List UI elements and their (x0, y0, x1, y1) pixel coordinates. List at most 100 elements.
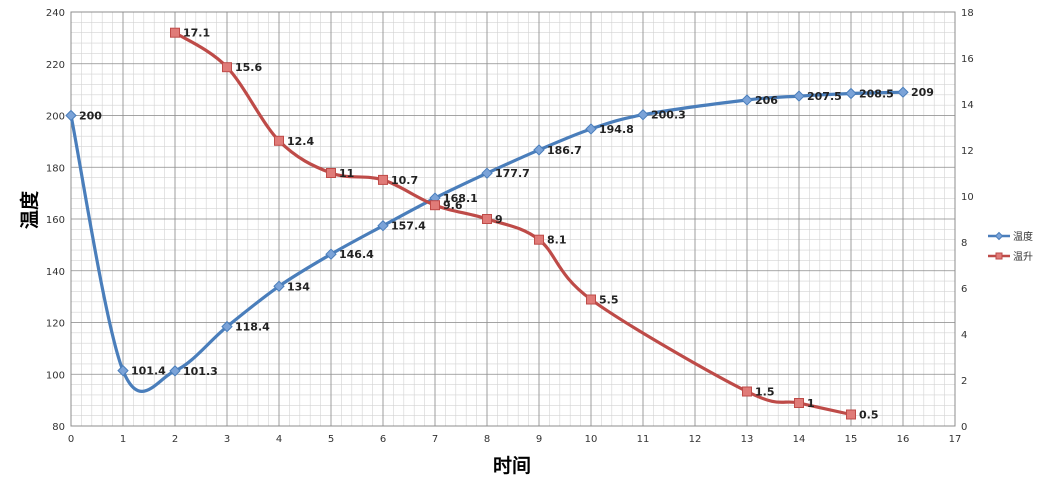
series-2-point (222, 62, 232, 73)
y2-tick-label: 16 (961, 54, 974, 65)
series-1-data-label: 206 (755, 94, 778, 107)
series-1-point (481, 167, 493, 179)
plot-area-border (70, 11, 956, 427)
series-1-point (377, 220, 389, 232)
x-tick-label: 17 (949, 434, 962, 445)
series-2-data-label: 9.6 (443, 199, 463, 212)
legend-marker-2 (995, 252, 1003, 260)
series-1-data-label: 177.7 (495, 167, 530, 180)
y2-tick-label: 8 (961, 238, 967, 249)
series-1-data-label: 209 (911, 86, 934, 99)
legend-marker-1 (994, 231, 1004, 241)
data-labels: 200 101.4 101.3 118.4 134 146.4 157.4 168.1 177.… (79, 27, 934, 422)
x-tick-label: 5 (328, 434, 334, 445)
x-tick-label: 12 (689, 434, 702, 445)
series-2-data-label: 10.7 (391, 174, 418, 187)
series-1-data-label: 157.4 (391, 220, 426, 233)
series (65, 27, 909, 420)
y-axis-title: 温度 (18, 190, 41, 229)
x-tick-label: 14 (793, 434, 806, 445)
x-tick-label: 6 (380, 434, 386, 445)
x-tick-label: 2 (172, 434, 178, 445)
series-1-point (221, 320, 233, 333)
series-1-data-label: 168.1 (443, 192, 478, 205)
series-1-point (325, 248, 337, 260)
y2-tick-label: 14 (961, 100, 974, 111)
series-2-point (378, 174, 388, 185)
legend-label-2: 温升 (1013, 251, 1033, 263)
series-1-data-label: 208.5 (859, 88, 894, 101)
series-1-point (273, 280, 285, 292)
series-2-point (586, 294, 596, 305)
series-1-data-label: 146.4 (339, 248, 374, 261)
y2-tick-label: 0 (961, 422, 967, 433)
y-tick-label: 220 (46, 60, 65, 71)
series-1-data-label: 200 (79, 110, 102, 123)
series-2-point (274, 135, 284, 146)
y-tick-label: 120 (46, 319, 65, 330)
x-axis-title: 时间 (493, 455, 531, 477)
series-2-point (534, 234, 544, 245)
series-1-data-label: 101.4 (131, 365, 166, 378)
x-tick-label: 11 (637, 434, 650, 445)
series-2-point (170, 27, 180, 38)
y-tick-label: 140 (46, 267, 65, 278)
x-tick-label: 1 (120, 434, 126, 445)
x-tick-label: 9 (536, 434, 542, 445)
y-tick-label: 80 (52, 422, 65, 433)
y-tick-label: 240 (46, 8, 65, 19)
y2-tick-label: 12 (961, 146, 974, 157)
x-tick-label: 13 (741, 434, 754, 445)
series-2-data-label: 11 (339, 167, 354, 180)
series-2-data-label: 0.5 (859, 409, 879, 422)
x-tick-label: 10 (585, 434, 598, 445)
x-tick-label: 4 (276, 434, 282, 445)
series-2-point (846, 409, 856, 420)
series-1-point (897, 86, 909, 98)
series-1-point (793, 90, 805, 102)
y2-tick-label: 18 (961, 8, 974, 19)
series-1-data-label: 194.8 (599, 123, 634, 136)
y2-tick-label: 4 (961, 330, 967, 341)
series-2-data-label: 15.6 (235, 61, 262, 74)
series-2-data-label: 5.5 (599, 294, 619, 307)
series-2-data-label: 9 (495, 213, 503, 226)
x-tick-label: 0 (68, 434, 74, 445)
legend-label-1: 温度 (1013, 230, 1033, 243)
series-1-data-label: 200.3 (651, 109, 686, 122)
series-2-point (326, 168, 336, 178)
y-tick-label: 200 (46, 112, 65, 123)
y-tick-label: 180 (46, 163, 65, 174)
series-2-data-label: 12.4 (287, 135, 314, 148)
series-1-point (741, 94, 753, 106)
series-1-data-label: 186.7 (547, 144, 582, 157)
series-1-data-label: 101.3 (183, 365, 218, 378)
series-1-data-label: 207.5 (807, 90, 842, 103)
axes: 0 1 2 3 4 5 6 7 8 9 10 11 12 13 14 15 16 1780100120140160… (46, 8, 974, 445)
series-2-point (742, 386, 752, 397)
series-1-point (845, 87, 857, 100)
x-tick-label: 8 (484, 434, 490, 445)
series-1-point (117, 364, 129, 377)
series-2-data-label: 17.1 (183, 27, 210, 40)
y2-tick-label: 10 (961, 192, 974, 203)
series-2-point (430, 200, 440, 211)
x-tick-label: 16 (897, 434, 910, 445)
series-1-point (533, 144, 545, 156)
series-1-point (65, 109, 77, 122)
series-1-data-label: 134 (287, 280, 310, 293)
series-1-point (637, 109, 649, 121)
series-1-point (585, 123, 597, 135)
series-2-data-label: 1.5 (755, 386, 775, 399)
x-tick-label: 7 (432, 434, 438, 445)
series-2-data-label: 1 (807, 397, 815, 410)
y-tick-label: 100 (46, 370, 65, 381)
x-tick-label: 3 (224, 434, 230, 445)
y2-tick-label: 2 (961, 376, 967, 387)
series-2-data-label: 8.1 (547, 234, 567, 247)
x-tick-label: 15 (845, 434, 858, 445)
y-tick-label: 160 (46, 215, 65, 226)
